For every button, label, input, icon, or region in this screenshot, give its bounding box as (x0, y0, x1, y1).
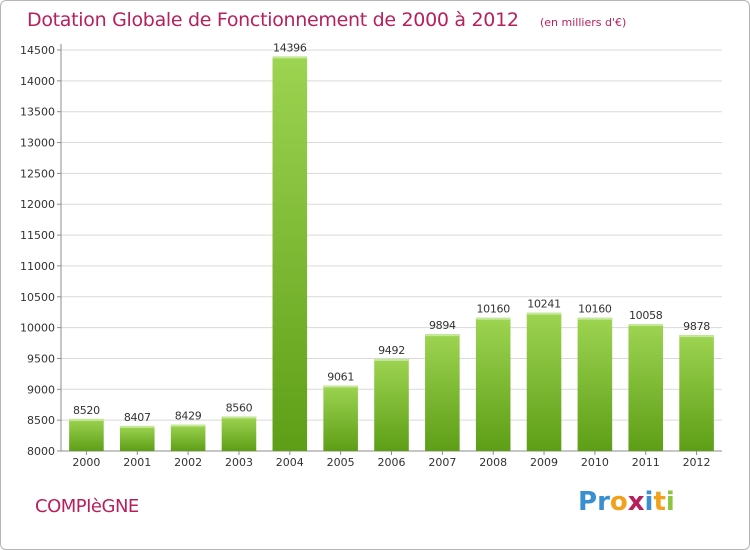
proxiti-logo[interactable]: Proxiti (578, 487, 675, 517)
x-tick-label: 2000 (72, 456, 100, 469)
y-tick-label: 9000 (27, 383, 55, 396)
chart-title: Dotation Globale de Fonctionnement de 20… (27, 9, 519, 31)
data-label: 10058 (629, 309, 663, 322)
y-tick-label: 8000 (27, 445, 55, 458)
bar-highlight (577, 317, 613, 320)
data-label: 8520 (73, 404, 100, 417)
data-label: 8560 (226, 401, 253, 414)
data-label: 8429 (175, 410, 202, 423)
bar-highlight (374, 358, 409, 361)
x-tick-label: 2011 (632, 456, 660, 469)
bar-highlight (526, 312, 562, 315)
x-tick-label: 2004 (276, 456, 304, 469)
y-tick-label: 11000 (20, 260, 55, 273)
data-label: 10241 (527, 298, 561, 311)
y-tick-label: 12000 (20, 198, 55, 211)
y-tick-label: 10000 (20, 322, 55, 335)
axis-layer: 8000 8500 9000 9500 10000 10500 11000 11500 1200… (20, 44, 722, 469)
data-label: 14396 (273, 41, 307, 54)
data-label: 9492 (378, 344, 405, 357)
x-tick-label: 2002 (174, 456, 202, 469)
y-tick-label: 14500 (20, 44, 55, 57)
bar-highlight (119, 425, 155, 428)
data-label: 10160 (476, 303, 510, 316)
data-label: 9061 (327, 371, 354, 384)
bar-2003 (221, 416, 257, 451)
bar-2012 (679, 335, 714, 451)
bar-highlight (628, 324, 664, 327)
bar-2007 (425, 334, 460, 451)
bar-highlight (425, 334, 460, 337)
y-tick-label: 9500 (27, 352, 55, 365)
x-tick-label: 2001 (123, 456, 151, 469)
label-layer: 8520 8407 8429 8560 14396 9061 9492 9894 10160 10… (73, 41, 711, 424)
logo-letter: P (578, 487, 598, 517)
y-tick-label: 13500 (20, 106, 55, 119)
bar-highlight (323, 385, 358, 388)
bar-layer (69, 56, 714, 451)
bar-highlight (69, 418, 104, 421)
bar-highlight (221, 416, 257, 419)
logo-letter: i (644, 487, 654, 517)
chart-subtitle: (en milliers d'€) (540, 16, 627, 29)
y-tick-label: 14000 (20, 75, 55, 88)
bar-2000 (69, 418, 104, 451)
y-tick-label: 10500 (20, 291, 55, 304)
bar-2001 (119, 425, 155, 451)
x-tick-label: 2008 (479, 456, 507, 469)
bar-2010 (577, 317, 613, 451)
x-tick-label: 2003 (225, 456, 253, 469)
bar-2004 (272, 56, 308, 451)
bar-2002 (170, 424, 206, 451)
logo-letter: x (627, 487, 645, 517)
bar-highlight (272, 56, 308, 59)
x-tick-label: 2005 (327, 456, 355, 469)
y-tick-label: 8500 (27, 414, 55, 427)
logo-letter: t (653, 487, 666, 517)
bar-2006 (374, 358, 409, 451)
x-tick-label: 2010 (581, 456, 609, 469)
bar-2005 (323, 385, 358, 451)
bar-2009 (526, 312, 562, 451)
data-label: 8407 (124, 411, 151, 424)
x-tick-label: 2009 (530, 456, 558, 469)
x-tick-label: 2007 (428, 456, 456, 469)
data-label: 10160 (578, 303, 612, 316)
data-label: 9894 (429, 319, 456, 332)
bar-highlight (475, 317, 511, 320)
bar-highlight (679, 335, 714, 338)
town-name: COMPIèGNE (35, 496, 139, 517)
logo-letter: i (665, 487, 675, 517)
bar-highlight (170, 424, 206, 427)
y-tick-label: 13000 (20, 137, 55, 150)
x-tick-label: 2012 (683, 456, 711, 469)
y-tick-label: 12500 (20, 167, 55, 180)
x-tick-label: 2006 (378, 456, 406, 469)
bar-2011 (628, 324, 664, 451)
logo-letter: o (609, 487, 628, 517)
y-tick-label: 11500 (20, 229, 55, 242)
logo-letter: r (597, 487, 610, 517)
bar-2008 (475, 317, 511, 451)
data-label: 9878 (683, 320, 710, 333)
